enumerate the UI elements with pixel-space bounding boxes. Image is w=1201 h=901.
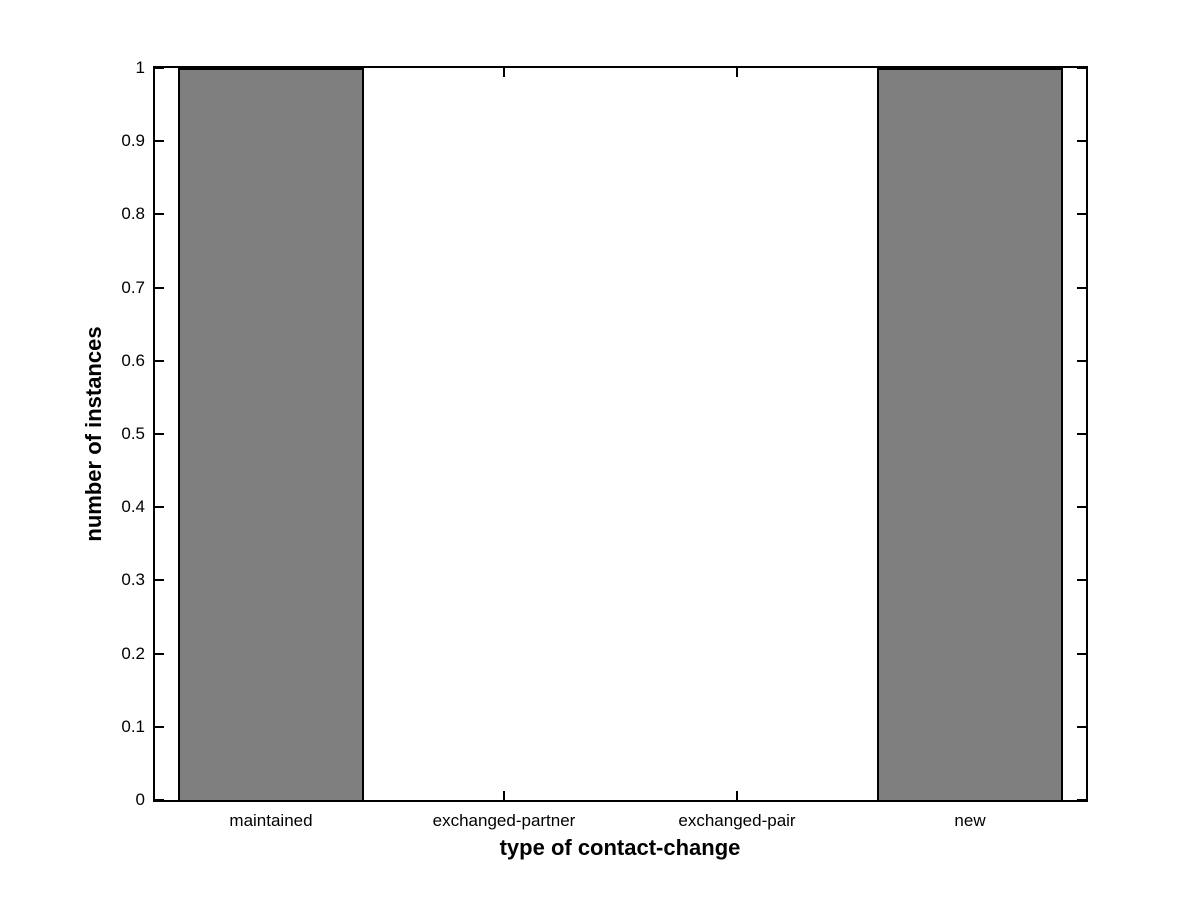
- y-axis-tick-right: [1077, 213, 1086, 215]
- y-axis-tick-right: [1077, 140, 1086, 142]
- x-axis-tick-bottom: [735, 791, 738, 800]
- x-tick-label-exchanged-pair: exchanged-pair: [678, 811, 796, 830]
- x-axis-tick-top: [735, 68, 738, 77]
- y-axis-tick-right: [1077, 360, 1086, 362]
- y-axis-tick-right: [1077, 506, 1086, 508]
- plot-area: [153, 66, 1088, 802]
- x-tick-label-new: new: [954, 811, 986, 830]
- bar-new: [877, 68, 1063, 800]
- y-axis-tick-left: [155, 67, 164, 69]
- y-tick-label: 0.7: [121, 278, 145, 297]
- y-axis-tick-left: [155, 140, 164, 142]
- y-tick-label: 0: [135, 790, 145, 809]
- y-axis-tick-left: [155, 799, 164, 801]
- y-axis-tick-left: [155, 579, 164, 581]
- y-axis-tick-right: [1077, 799, 1086, 801]
- y-axis-tick-right: [1077, 653, 1086, 655]
- y-tick-label: 0.2: [121, 644, 145, 663]
- y-axis-tick-right: [1077, 579, 1086, 581]
- x-axis-label: type of contact-change: [499, 835, 741, 860]
- y-tick-label: 0.8: [121, 204, 145, 223]
- y-tick-label: 1: [135, 58, 145, 77]
- bar-maintained: [178, 68, 364, 800]
- y-tick-label: 0.3: [121, 570, 145, 589]
- y-tick-label: 0.6: [121, 351, 145, 370]
- y-axis-tick-left: [155, 726, 164, 728]
- y-axis-tick-left: [155, 653, 164, 655]
- y-axis-tick-right: [1077, 433, 1086, 435]
- y-axis-tick-left: [155, 506, 164, 508]
- y-axis-tick-left: [155, 433, 164, 435]
- y-axis-tick-right: [1077, 67, 1086, 69]
- y-axis-tick-right: [1077, 287, 1086, 289]
- y-tick-label: 0.1: [121, 717, 145, 736]
- y-tick-label: 0.4: [121, 497, 145, 516]
- y-axis-tick-left: [155, 360, 164, 362]
- x-axis-tick-bottom: [503, 791, 506, 800]
- x-axis-tick-top: [503, 68, 506, 77]
- y-axis-tick-left: [155, 213, 164, 215]
- x-tick-label-maintained: maintained: [229, 811, 313, 830]
- y-tick-label: 0.9: [121, 131, 145, 150]
- y-axis-tick-right: [1077, 726, 1086, 728]
- y-axis-tick-left: [155, 287, 164, 289]
- x-tick-label-exchanged-partner: exchanged-partner: [432, 811, 576, 830]
- y-tick-label: 0.5: [121, 424, 145, 443]
